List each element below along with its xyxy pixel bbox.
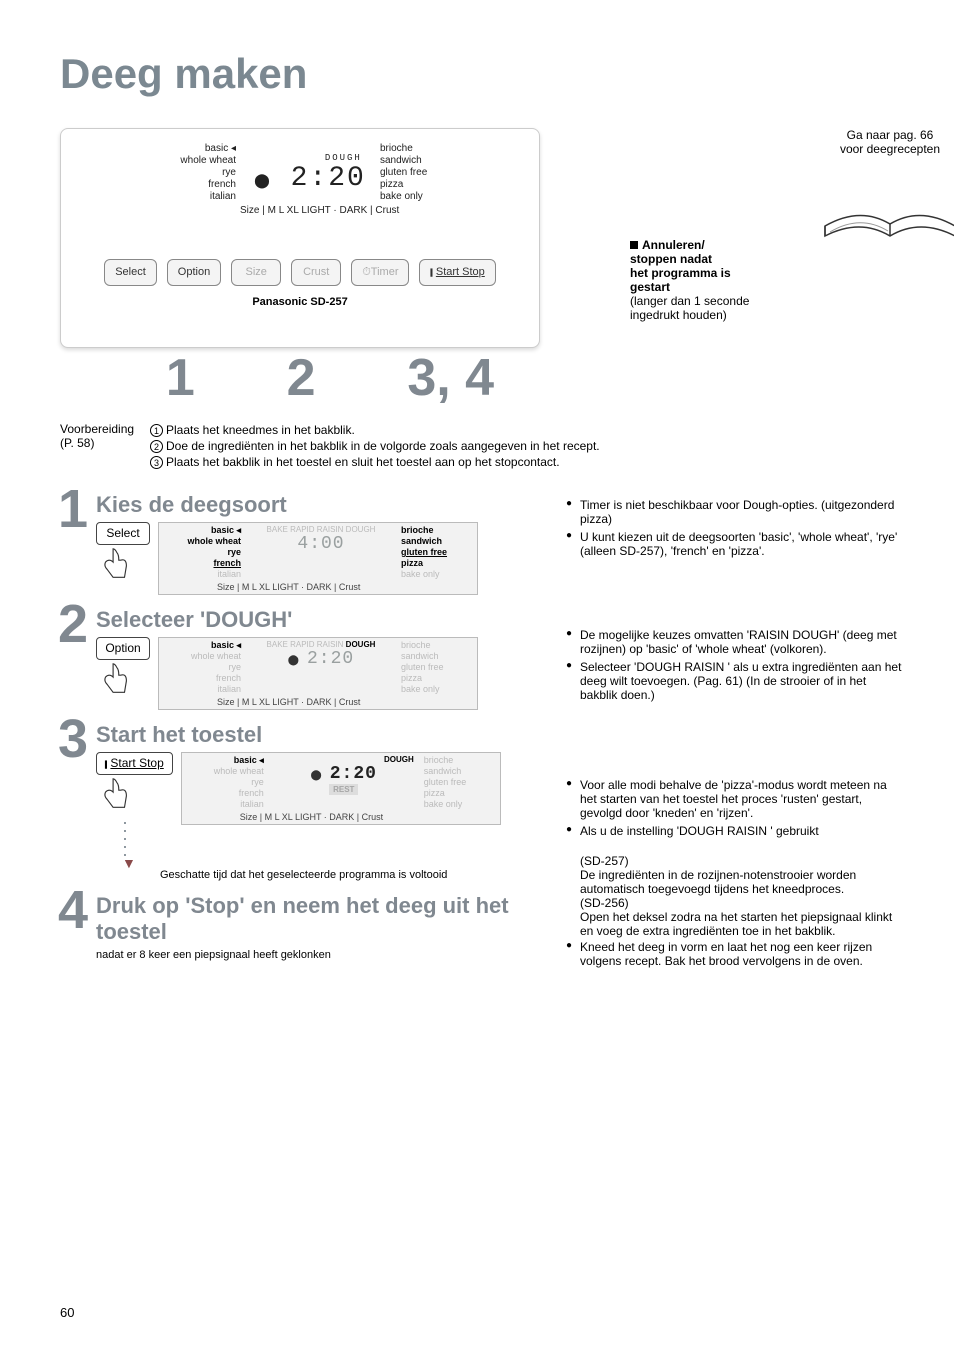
big-num: 1 [166,348,195,408]
step-3: 3 Start het toestel ▍Start Stop ·····▼ b… [60,716,540,887]
prep-label: Voorbereiding [60,422,150,436]
note-item: Selecteer 'DOUGH RAISIN ' als u extra in… [566,658,904,704]
note-item: Kneed het deeg in vorm en laat het nog e… [566,938,904,970]
note-item: Timer is niet beschikbaar voor Dough-opt… [566,496,904,528]
square-icon [630,241,638,249]
step-footnote: Geschatte tijd dat het geselecteerde pro… [96,867,540,881]
step-number: 4 [58,883,88,937]
lcd-dough-label: DOUGH [254,153,366,163]
recipe-book-note: Ga naar pag. 66 voor deegrecepten [810,128,954,408]
big-step-numbers: 1 2 3, 4 [60,348,600,408]
note-item: Voor alle modi behalve de 'pizza'-modus … [566,776,904,822]
preparation-block: Voorbereiding (P. 58) 1Plaats het kneedm… [0,408,954,480]
book-icon [810,156,954,256]
step-4: 4 Druk op 'Stop' en neem het deeg uit he… [60,887,540,967]
step-number: 1 [58,482,88,536]
prep-line: Doe de ingrediënten in het bakblik in de… [166,439,600,453]
step-number: 2 [58,597,88,651]
select-button-mini: Select [96,522,150,545]
menu-item: french [140,179,240,191]
tap-hand-icon [96,660,134,698]
step-title: Kies de deegsoort [96,492,540,522]
appliance-panel: basic ◂ whole wheat rye french italian D… [60,128,540,348]
prep-line: Plaats het bakblik in het toestel en slu… [166,455,560,469]
mini-lcd: basic ◂ whole wheat rye french italian D… [181,752,501,825]
option-button-mini: Option [96,637,150,660]
note-item: Als u de instelling 'DOUGH RAISIN ' gebr… [566,822,904,840]
menu-item: gluten free [380,167,460,179]
lcd-left-menu: basic ◂ whole wheat rye french italian [140,143,240,203]
step-title: Start het toestel [96,722,540,752]
select-button[interactable]: Select [104,259,157,286]
cancel-instructions: Annuleren/ stoppen nadat het programma i… [630,128,790,408]
menu-item: pizza [380,179,460,191]
mini-lcd: basic ◂ whole wheat rye french italian B… [158,522,478,595]
note-item: De mogelijke keuzes omvatten 'RAISIN DOU… [566,626,904,658]
timer-button[interactable]: ⏱Timer [351,259,409,286]
menu-item: whole wheat [140,155,240,167]
brand-label: Panasonic SD-257 [61,292,539,312]
page-number: 60 [60,1305,74,1320]
menu-item: brioche [380,143,460,155]
menu-item: basic ◂ [140,143,240,155]
button-row: Select Option Size Crust ⏱Timer ▍Start S… [61,249,539,292]
menu-item: rye [140,167,240,179]
dotted-arrow-icon: ·····▼ [96,818,173,867]
lcd-digits-area: DOUGH ⬤ 2:20 [240,143,380,203]
start-stop-button-mini: ▍Start Stop [96,752,173,775]
tap-hand-icon [96,545,134,583]
note-item: U kunt kiezen uit de deegsoorten 'basic'… [566,528,904,560]
menu-item: bake only [380,191,460,203]
note-extra: Open het deksel zodra na het starten het… [566,910,904,938]
lcd-area: basic ◂ whole wheat rye french italian D… [140,143,460,243]
steps-column: 1 Kies de deegsoort Select basic ◂ whole… [60,486,540,984]
top-section: basic ◂ whole wheat rye french italian D… [0,98,954,408]
prep-page-ref: (P. 58) [60,436,150,450]
lcd-size-row: Size | M L XL LIGHT · DARK | Crust [140,203,460,216]
page-title: Deeg maken [0,0,954,98]
step-number: 3 [58,712,88,766]
note-extra: (SD-257) [566,854,904,868]
option-button[interactable]: Option [167,259,221,286]
start-stop-button[interactable]: ▍Start Stop [419,259,495,286]
crust-button[interactable]: Crust [291,259,341,286]
step-2: 2 Selecteer 'DOUGH' Option basic ◂ whole… [60,601,540,716]
step-title: Druk op 'Stop' en neem het deeg uit het … [96,893,540,949]
note-extra: (SD-256) [566,896,904,910]
mini-lcd: basic ◂ whole wheat rye french italian B… [158,637,478,710]
step-1: 1 Kies de deegsoort Select basic ◂ whole… [60,486,540,601]
menu-item: italian [140,191,240,203]
lcd-right-menu: brioche sandwich gluten free pizza bake … [380,143,460,203]
size-button[interactable]: Size [231,259,281,286]
prep-line: Plaats het kneedmes in het bakblik. [166,423,355,437]
step-title: Selecteer 'DOUGH' [96,607,540,637]
menu-item: sandwich [380,155,460,167]
note-extra: De ingrediënten in de rozijnen-notenstro… [566,868,904,896]
big-num: 3, 4 [407,348,494,408]
big-num: 2 [287,348,316,408]
step-subtitle: nadat er 8 keer een piepsignaal heeft ge… [96,949,540,961]
tap-hand-icon [96,775,134,813]
notes-column: Timer is niet beschikbaar voor Dough-opt… [540,486,904,984]
lcd-digits: 2:20 [291,163,366,194]
